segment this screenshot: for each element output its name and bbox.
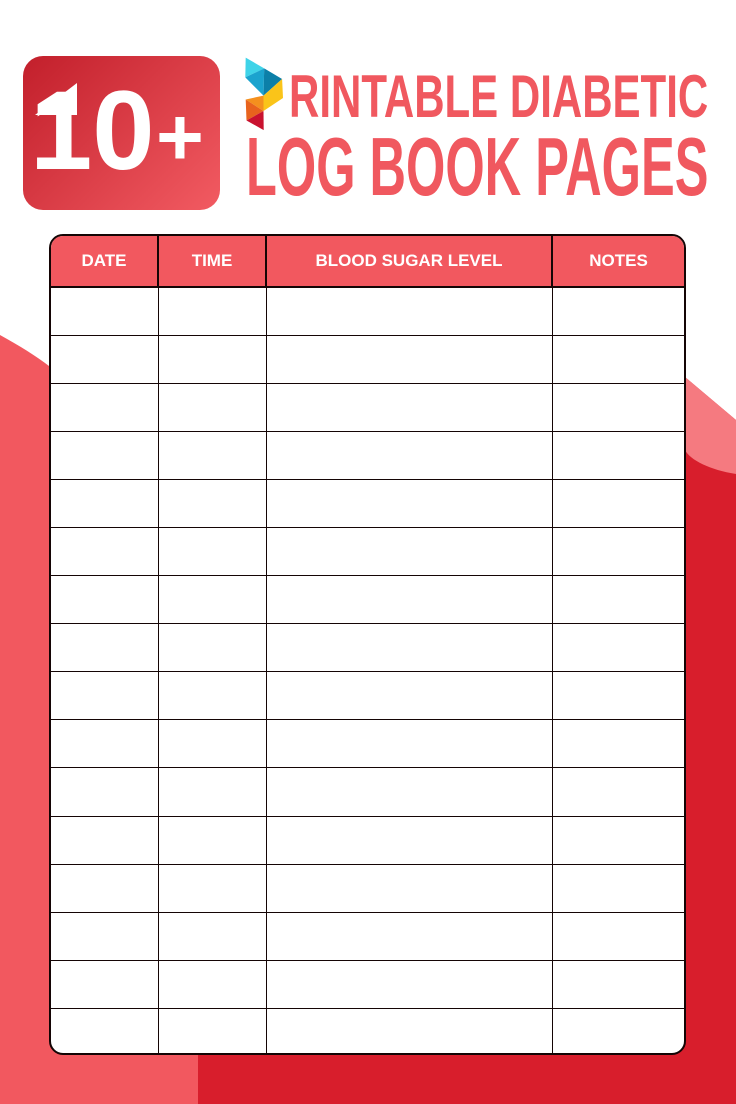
svg-text:10: 10	[33, 77, 155, 189]
svg-text:+: +	[156, 92, 204, 183]
